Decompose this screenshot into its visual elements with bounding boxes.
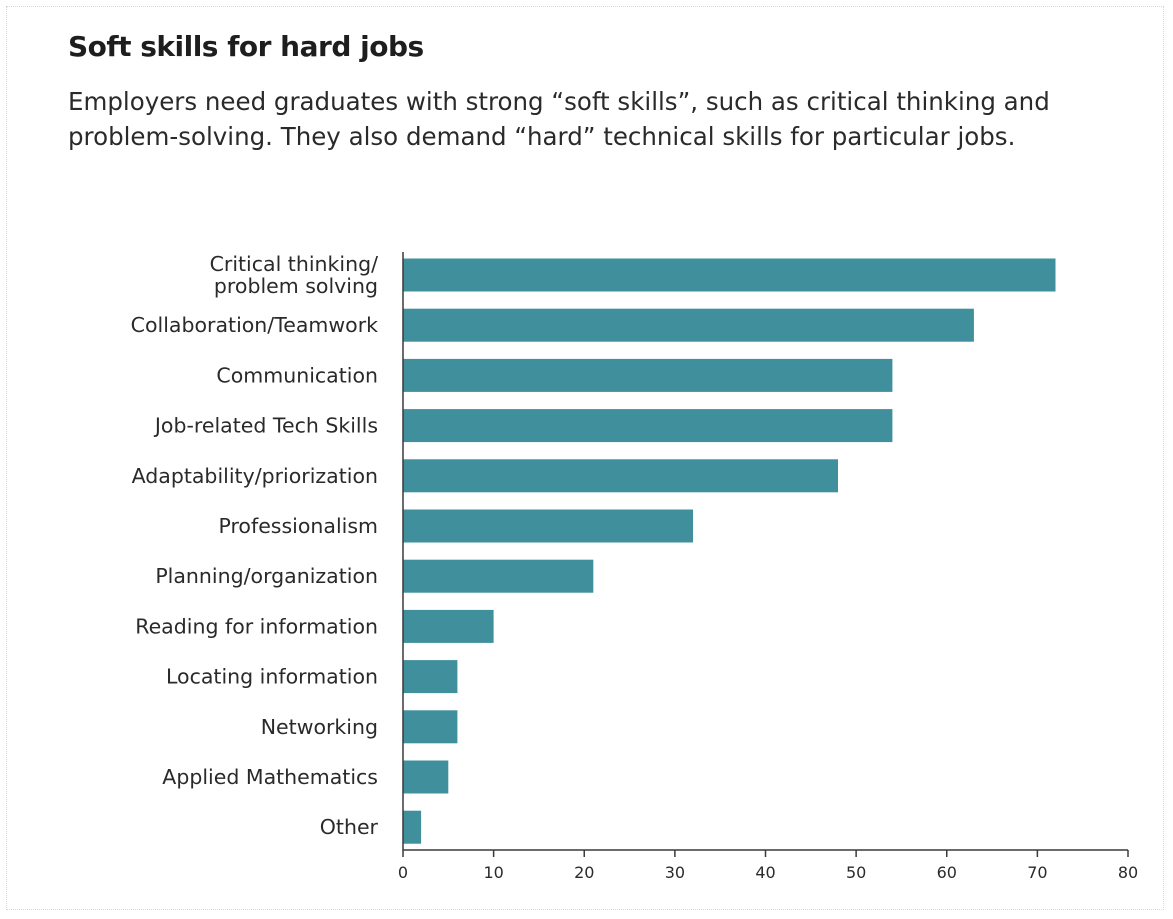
x-axis: 0 10 20 30 40 50 60 70 80 <box>398 252 1138 882</box>
bar <box>403 409 893 443</box>
chart-subtitle: Employers need graduates with strong “so… <box>68 87 1050 151</box>
bar <box>403 760 449 794</box>
chart-title: Soft skills for hard jobs <box>68 30 424 63</box>
x-tick-label: 10 <box>483 863 503 882</box>
bar <box>403 559 594 593</box>
x-tick-label: 40 <box>755 863 775 882</box>
bar <box>403 609 494 643</box>
category-label: Networking <box>261 715 378 739</box>
category-label: Locating information <box>166 665 378 689</box>
bar <box>403 459 838 493</box>
bar <box>403 509 693 543</box>
category-label: Planning/organization <box>155 564 378 588</box>
category-label: Applied Mathematics <box>162 765 378 789</box>
bar <box>403 710 458 744</box>
bar <box>403 308 974 342</box>
category-label: Job-related Tech Skills <box>153 414 378 438</box>
bar <box>403 810 422 844</box>
category-label: Other <box>320 815 379 839</box>
category-label: Adaptability/priorization <box>132 464 378 488</box>
bar <box>403 358 893 392</box>
x-tick-label: 30 <box>665 863 685 882</box>
category-label: Collaboration/Teamwork <box>131 313 378 337</box>
x-tick-label: 60 <box>937 863 957 882</box>
x-tick-label: 50 <box>846 863 866 882</box>
figure-frame <box>6 6 1164 910</box>
category-label: Communication <box>216 363 378 387</box>
x-tick-label: 80 <box>1118 863 1138 882</box>
x-tick-label: 0 <box>398 863 408 882</box>
category-label: Reading for information <box>135 614 378 638</box>
x-tick-label: 70 <box>1027 863 1047 882</box>
bar <box>403 660 458 694</box>
bar <box>403 258 1056 292</box>
category-labels-group: Critical thinking/problem solving Collabo… <box>131 252 379 839</box>
bars-group <box>403 258 1056 844</box>
category-label: Professionalism <box>218 514 378 538</box>
x-tick-label: 20 <box>574 863 594 882</box>
category-label: Critical thinking/ <box>210 252 379 276</box>
category-label: problem solving <box>214 274 378 298</box>
